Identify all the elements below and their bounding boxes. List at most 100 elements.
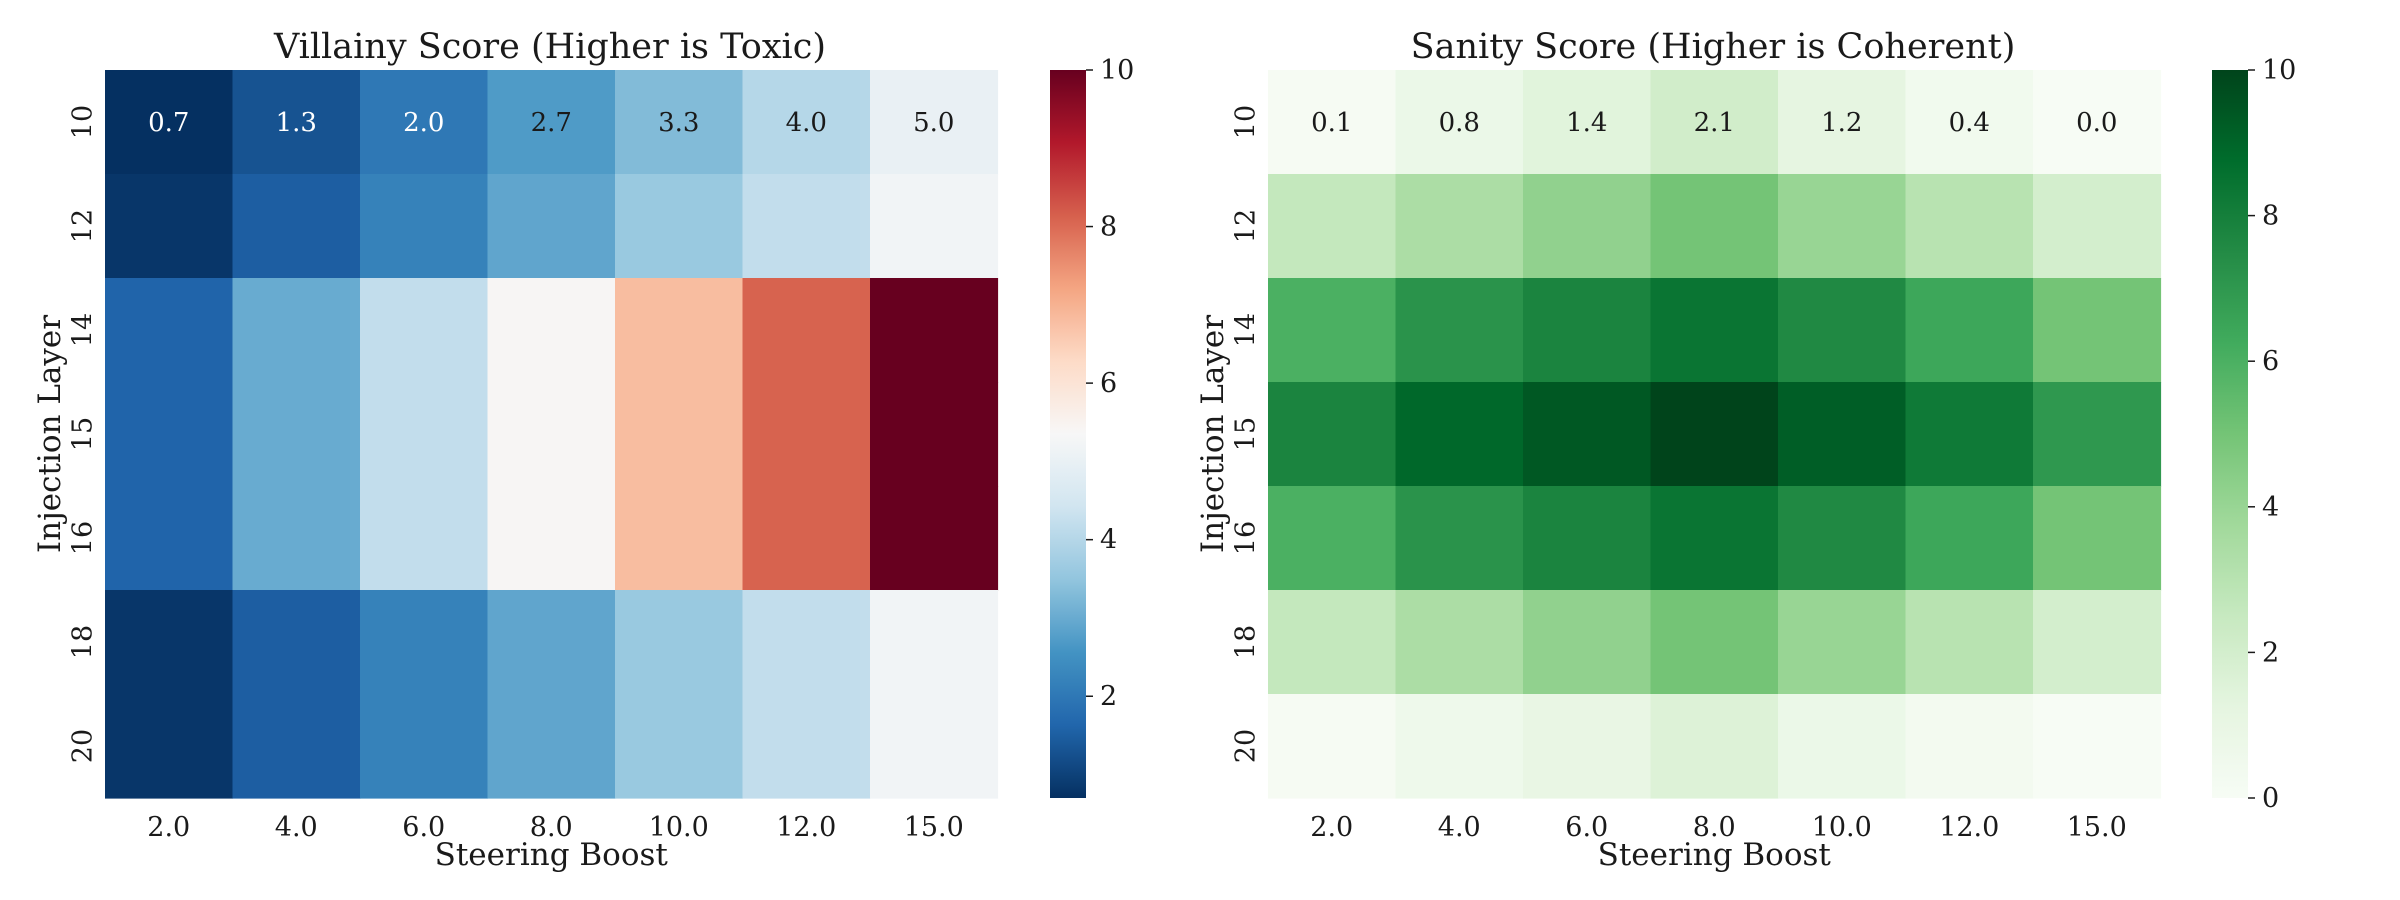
heatmap-cell — [1395, 382, 1524, 487]
heatmap-cell — [105, 278, 234, 383]
colorbar-gradient — [2212, 70, 2248, 798]
y-axis-label: Injection Layer — [32, 315, 68, 553]
heatmap-cell — [1268, 174, 1397, 279]
cell-value-label: 2.0 — [403, 108, 444, 138]
x-tick-label: 15.0 — [2067, 812, 2127, 843]
colorbar-tick-label: 2 — [2262, 637, 2279, 668]
heatmap-cell — [1523, 694, 1652, 799]
cell-value-label: 3.3 — [658, 108, 699, 138]
heatmap-cell — [1650, 382, 1779, 487]
cell-value-label: 0.0 — [2076, 108, 2117, 138]
heatmap-cell — [1905, 486, 2034, 591]
y-tick-label: 12 — [68, 209, 99, 243]
colorbar-tick-label: 6 — [2262, 346, 2279, 377]
heatmap-cell — [1523, 278, 1652, 383]
cell-value-label: 2.7 — [531, 108, 572, 138]
colorbar-tick-label: 4 — [1100, 525, 1117, 556]
y-axis-label: Injection Layer — [1195, 315, 1231, 553]
y-tick-label: 18 — [1231, 625, 1262, 659]
heatmap-cell — [232, 486, 361, 591]
heatmap-cell — [870, 694, 999, 799]
y-tick-label: 15 — [1231, 417, 1262, 451]
heatmap-panel-1: 0.7 1.3 2.0 2.7 3.3 4.0 5.0 Villainy Score (Hig… — [32, 27, 1134, 873]
y-tick-label: 15 — [68, 417, 99, 451]
x-tick-label: 12.0 — [1939, 812, 1999, 843]
colorbar-gradient — [1050, 70, 1086, 798]
x-tick-label: 10.0 — [1812, 812, 1872, 843]
heatmap-cell — [232, 174, 361, 279]
heatmap-cell — [870, 486, 999, 591]
heatmap-cell — [105, 382, 234, 487]
heatmap-cell — [742, 486, 871, 591]
heatmap-cell — [1523, 382, 1652, 487]
heatmap-cell — [615, 174, 744, 279]
y-tick-label: 10 — [68, 105, 99, 139]
chart-title: Villainy Score (Higher is Toxic) — [273, 27, 826, 67]
heatmap-cell — [487, 486, 616, 591]
heatmap-panel-2: 0.1 0.8 1.4 2.1 1.2 0.4 0.0 Sanity Score (Highe… — [1195, 27, 2296, 873]
heatmap-cell — [1778, 382, 1907, 487]
heatmap-cell — [1523, 590, 1652, 695]
y-tick-label: 14 — [68, 313, 99, 347]
heatmap-cell — [2033, 486, 2162, 591]
colorbar-tick-label: 8 — [1100, 212, 1117, 243]
cell-value-label: 1.4 — [1566, 108, 1607, 138]
heatmap-cell — [1778, 278, 1907, 383]
heatmap-cell — [232, 278, 361, 383]
cell-value-label: 1.3 — [276, 108, 317, 138]
y-tick-label: 18 — [68, 625, 99, 659]
heatmap-cell — [105, 174, 234, 279]
heatmap-cell — [2033, 694, 2162, 799]
heatmap-cell — [360, 70, 489, 175]
colorbar-tick-label: 0 — [2262, 783, 2279, 814]
heatmap-cell — [870, 590, 999, 695]
heatmap-cell — [870, 382, 999, 487]
heatmap-cell — [1268, 70, 1397, 175]
heatmap-cell — [360, 694, 489, 799]
heatmap-cell — [1778, 70, 1907, 175]
heatmap-cell — [2033, 382, 2162, 487]
heatmap-cell — [487, 174, 616, 279]
heatmap-cell — [105, 694, 234, 799]
heatmap-cell — [1268, 278, 1397, 383]
heatmap-cell — [870, 278, 999, 383]
heatmap-cell — [742, 278, 871, 383]
heatmap-cell — [1395, 590, 1524, 695]
x-tick-label: 2.0 — [147, 812, 190, 843]
colorbar-tick-label: 10 — [1100, 55, 1134, 86]
y-tick-label: 16 — [1231, 521, 1262, 555]
x-tick-label: 10.0 — [649, 812, 709, 843]
heatmap-cell — [1778, 486, 1907, 591]
cell-value-label: 0.1 — [1311, 108, 1352, 138]
x-tick-label: 4.0 — [1438, 812, 1481, 843]
heatmap-cell — [1905, 70, 2034, 175]
colorbar-tick-label: 6 — [1100, 368, 1117, 399]
x-tick-label: 2.0 — [1310, 812, 1353, 843]
cell-value-label: 5.0 — [913, 108, 954, 138]
y-tick-label: 20 — [1231, 729, 1262, 763]
heatmap-cell — [1395, 486, 1524, 591]
heatmap-cell — [105, 590, 234, 695]
heatmap-cell — [870, 174, 999, 279]
heatmap-cell — [1905, 694, 2034, 799]
heatmap-cell — [1778, 590, 1907, 695]
heatmap-cell — [2033, 174, 2162, 279]
colorbar-tick-label: 4 — [2262, 492, 2279, 523]
heatmap-cell — [232, 694, 361, 799]
heatmap-cell — [615, 382, 744, 487]
heatmap-cell — [615, 278, 744, 383]
heatmap-cell — [1268, 382, 1397, 487]
heatmap-cell — [1778, 694, 1907, 799]
y-tick-label: 12 — [1231, 209, 1262, 243]
heatmap-cell — [870, 70, 999, 175]
cell-value-label: 4.0 — [786, 108, 827, 138]
heatmap-cell — [232, 590, 361, 695]
x-tick-label: 12.0 — [776, 812, 836, 843]
heatmap-cell — [742, 174, 871, 279]
heatmap-cell — [742, 70, 871, 175]
heatmap-cell — [615, 590, 744, 695]
heatmap-cell — [1523, 174, 1652, 279]
heatmap-cell — [105, 486, 234, 591]
cell-value-label: 0.7 — [148, 108, 189, 138]
cell-value-label: 1.2 — [1821, 108, 1862, 138]
